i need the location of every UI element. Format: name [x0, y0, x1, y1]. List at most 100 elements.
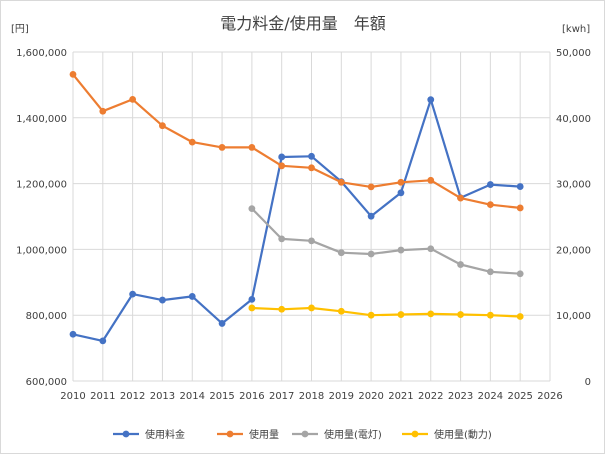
data-point: [457, 261, 464, 268]
series-line: [72, 73, 521, 209]
x-tick-label: 2015: [209, 391, 234, 402]
data-point: [218, 144, 226, 151]
data-point: [367, 212, 375, 220]
data-point: [486, 268, 494, 276]
data-point: [397, 178, 405, 186]
data-point: [516, 270, 524, 278]
x-tick-label: 2017: [269, 391, 294, 402]
series-layer: [69, 70, 524, 345]
series-line: [72, 98, 521, 342]
data-point: [427, 96, 435, 104]
left-axis-unit: [円]: [11, 24, 29, 35]
legend-label: 使用量(電灯): [324, 428, 382, 441]
left-tick-label: 800,000: [26, 311, 67, 322]
legend-swatch-marker: [226, 430, 234, 438]
data-point: [69, 70, 77, 78]
data-point: [69, 330, 77, 338]
data-point: [337, 178, 345, 186]
data-point: [308, 237, 315, 245]
series-2: [248, 205, 524, 278]
data-point: [248, 296, 256, 303]
data-point: [397, 189, 405, 197]
x-tick-label: 2012: [120, 391, 145, 402]
data-point: [278, 153, 286, 161]
x-tick-label: 2014: [180, 391, 205, 402]
data-point: [278, 235, 286, 243]
left-tick-label: 600,000: [26, 377, 67, 388]
legend-entry: 使用量: [217, 428, 279, 441]
data-point: [99, 107, 107, 115]
left-tick-label: 1,600,000: [16, 48, 67, 59]
x-tick-label: 2022: [418, 391, 443, 402]
right-tick-label: 10,000: [556, 311, 591, 322]
x-tick-label: 2026: [537, 391, 562, 402]
data-point: [367, 311, 375, 319]
left-tick-label: 1,000,000: [16, 245, 67, 256]
legend-entry: 使用量(動力): [402, 428, 492, 441]
data-point: [367, 250, 375, 258]
x-tick-label: 2023: [448, 391, 473, 402]
legend-entry: 使用料金: [113, 428, 185, 441]
right-tick-label: 50,000: [556, 48, 591, 59]
data-point: [427, 176, 435, 184]
legend-swatch-marker: [122, 430, 130, 438]
right-axis-ticks: 0 10,000 20,000 30,000 40,000 50,000: [556, 48, 591, 388]
data-point: [218, 320, 226, 327]
data-point: [427, 245, 435, 253]
series-line: [251, 306, 521, 318]
left-tick-label: 1,200,000: [16, 180, 67, 191]
x-tick-label: 2025: [507, 391, 532, 402]
right-tick-label: 20,000: [556, 245, 591, 256]
legend: 使用料金 使用量 使用量(電灯) 使用量(動力): [113, 428, 492, 441]
legend-swatch-marker: [301, 430, 309, 438]
data-point: [516, 183, 524, 190]
data-point: [516, 313, 524, 320]
x-tick-label: 2021: [388, 391, 413, 402]
legend-swatch-marker: [411, 430, 419, 438]
data-point: [337, 307, 345, 315]
gridlines: [72, 51, 551, 382]
data-point: [486, 311, 494, 319]
data-point: [427, 310, 435, 318]
chart-title: 電力料金/使用量 年額: [220, 14, 385, 33]
data-point: [99, 337, 107, 345]
data-point: [457, 311, 464, 318]
data-point: [308, 304, 315, 312]
series-1: [69, 70, 524, 212]
series-line: [251, 207, 521, 275]
series-3: [248, 304, 524, 320]
data-point: [486, 201, 494, 209]
legend-label: 使用量: [249, 428, 279, 441]
x-tick-label: 2013: [150, 391, 175, 402]
legend-label: 使用量(動力): [434, 428, 492, 441]
x-tick-label: 2024: [478, 391, 503, 402]
right-tick-label: 30,000: [556, 180, 591, 191]
data-point: [457, 194, 464, 202]
right-axis-unit: [kwh]: [562, 24, 590, 35]
data-point: [159, 296, 166, 304]
data-point: [486, 181, 494, 188]
data-point: [129, 95, 137, 103]
data-point: [278, 305, 286, 313]
data-point: [337, 249, 345, 257]
x-tick-label: 2010: [60, 391, 85, 402]
x-tick-label: 2011: [90, 391, 115, 402]
series-0: [69, 96, 524, 345]
data-point: [397, 246, 405, 254]
legend-entry: 使用量(電灯): [292, 428, 382, 441]
x-axis-ticks: 2010 2011 2012 2013 2014 2015 2016 2017 2018 2019…: [60, 391, 562, 402]
x-tick-label: 2016: [239, 391, 264, 402]
data-point: [188, 138, 196, 146]
data-point: [397, 311, 405, 318]
data-point: [188, 293, 196, 300]
data-point: [159, 122, 166, 130]
x-tick-label: 2018: [299, 391, 324, 402]
x-tick-label: 2020: [358, 391, 383, 402]
right-tick-label: 0: [585, 377, 591, 388]
data-point: [367, 183, 375, 191]
x-tick-label: 2019: [329, 391, 354, 402]
data-point: [248, 304, 256, 312]
data-point: [248, 144, 256, 151]
